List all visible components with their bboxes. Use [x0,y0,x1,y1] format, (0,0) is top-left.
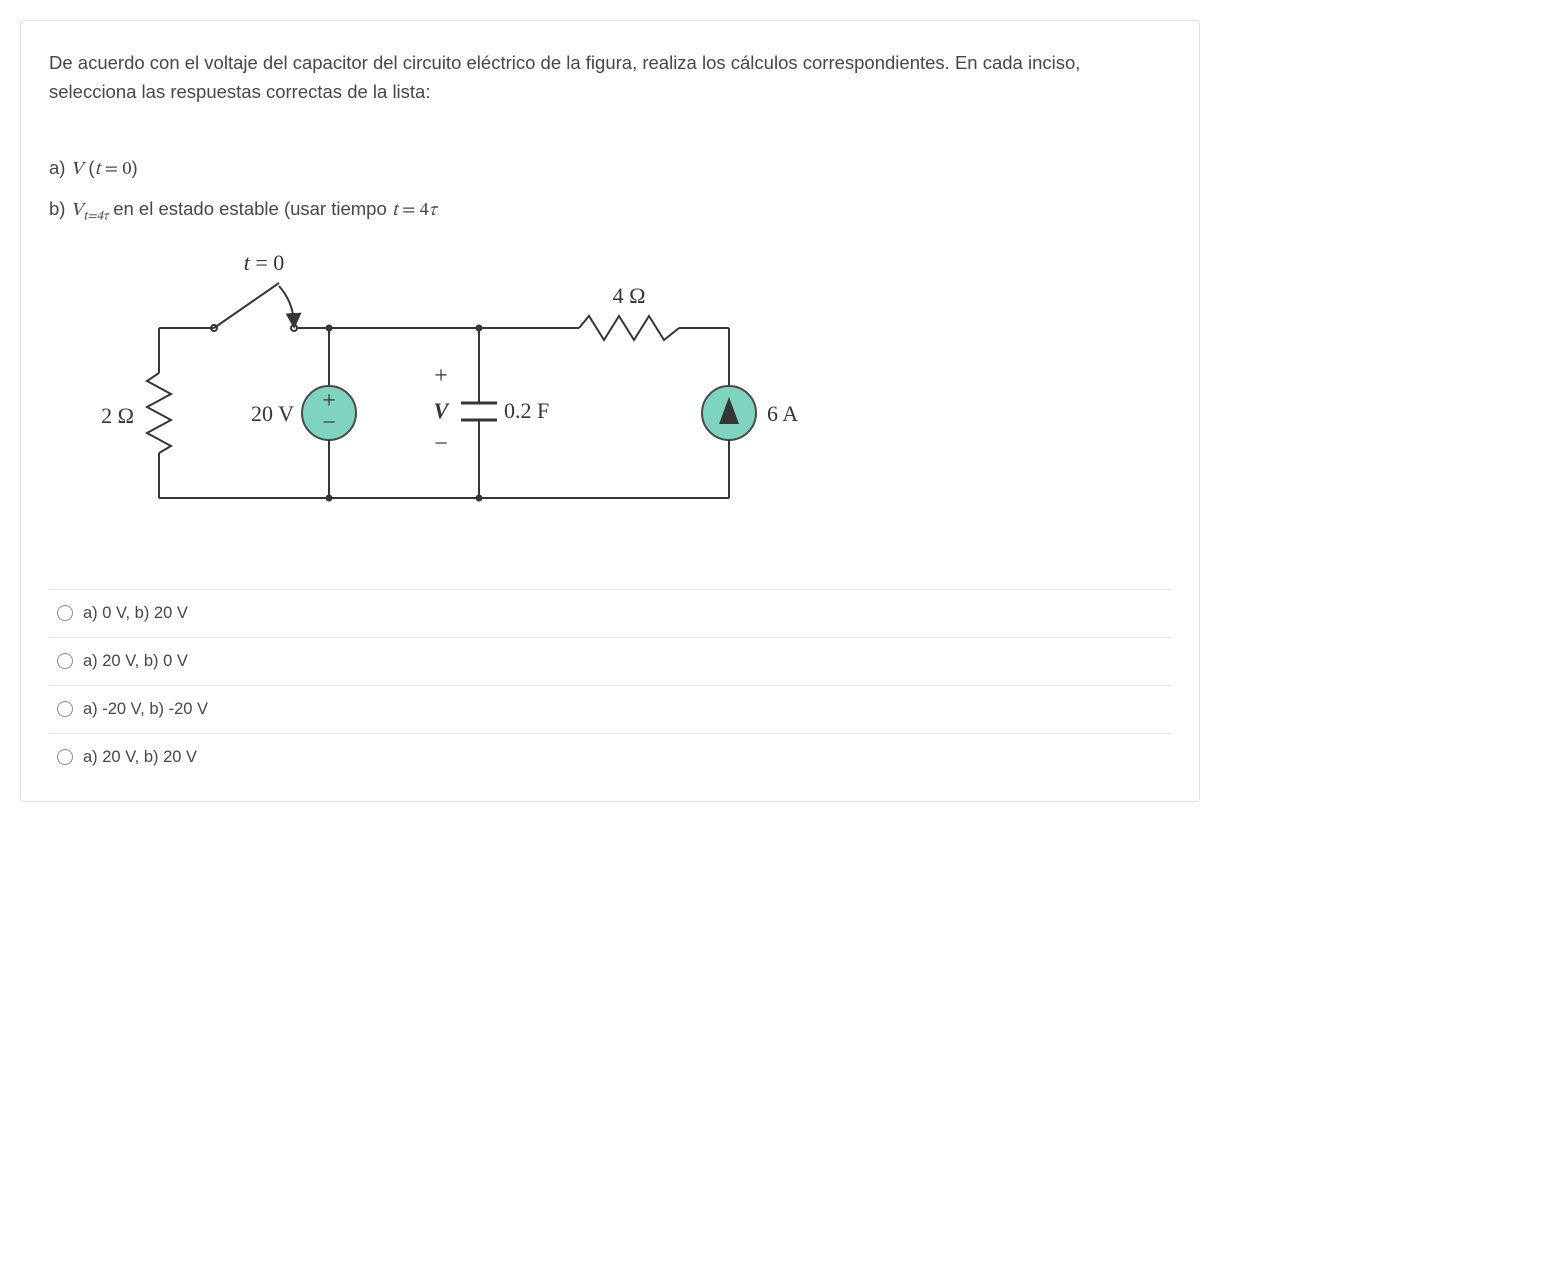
part-a-open: ( [83,157,94,178]
capacitor-plus: + [434,363,448,389]
part-a-eq: = [100,161,122,179]
voltage-source: + − 20 V [251,324,356,501]
option-1-label: a) 0 V, b) 20 V [83,604,188,623]
resistor-2ohm-label: 2 Ω [101,403,134,428]
question-intro: De acuerdo con el voltaje del capacitor … [49,49,1171,106]
option-3[interactable]: a) -20 V, b) -20 V [49,686,1171,734]
part-b-text: en el estado estable (usar tiempo [113,198,392,219]
option-3-label: a) -20 V, b) -20 V [83,700,208,719]
part-b-var-V: V [71,202,84,220]
part-a-zero: 0 [122,161,131,179]
current-source: 6 A [702,328,798,498]
capacitor-value-label: 0.2 F [504,398,549,423]
part-b-eq: = [398,202,420,220]
part-a-var-V: V [71,161,84,179]
radio-icon [57,653,73,669]
resistor-4ohm: 4 Ω [579,283,729,340]
radio-icon [57,605,73,621]
option-1[interactable]: a) 0 V, b) 20 V [49,590,1171,638]
resistor-4ohm-label: 4 Ω [613,283,646,308]
current-source-label: 6 A [767,401,798,426]
capacitor-minus: − [434,431,448,457]
question-part-b: b) Vt=4τ en el estado estable (usar tiem… [49,195,1171,228]
question-part-a: a) V (t = 0) [49,154,1171,185]
switch-label: t = 0 [244,250,285,275]
circuit-svg: t = 0 4 Ω 2 Ω + [79,248,819,548]
circuit-diagram: t = 0 4 Ω 2 Ω + [79,248,1171,553]
resistor-2ohm: 2 Ω [101,328,171,498]
capacitor-v-label: V [434,398,451,423]
options-list: a) 0 V, b) 20 V a) 20 V, b) 0 V a) -20 V… [49,589,1171,781]
part-b-four: 4 [420,202,429,220]
part-a-close: ) [132,157,138,178]
part-b-prefix: b) [49,198,71,219]
option-2-label: a) 20 V, b) 0 V [83,652,188,671]
option-2[interactable]: a) 20 V, b) 0 V [49,638,1171,686]
question-container: De acuerdo con el voltaje del capacitor … [20,20,1200,802]
part-b-sub: t=4τ [83,211,108,224]
voltage-source-minus: − [322,410,336,436]
capacitor: + V − 0.2 F [434,324,550,501]
radio-icon [57,701,73,717]
part-a-prefix: a) [49,157,71,178]
option-4[interactable]: a) 20 V, b) 20 V [49,734,1171,781]
option-4-label: a) 20 V, b) 20 V [83,748,197,767]
radio-icon [57,749,73,765]
voltage-source-label: 20 V [251,401,294,426]
part-b-tau: τ [429,202,436,220]
